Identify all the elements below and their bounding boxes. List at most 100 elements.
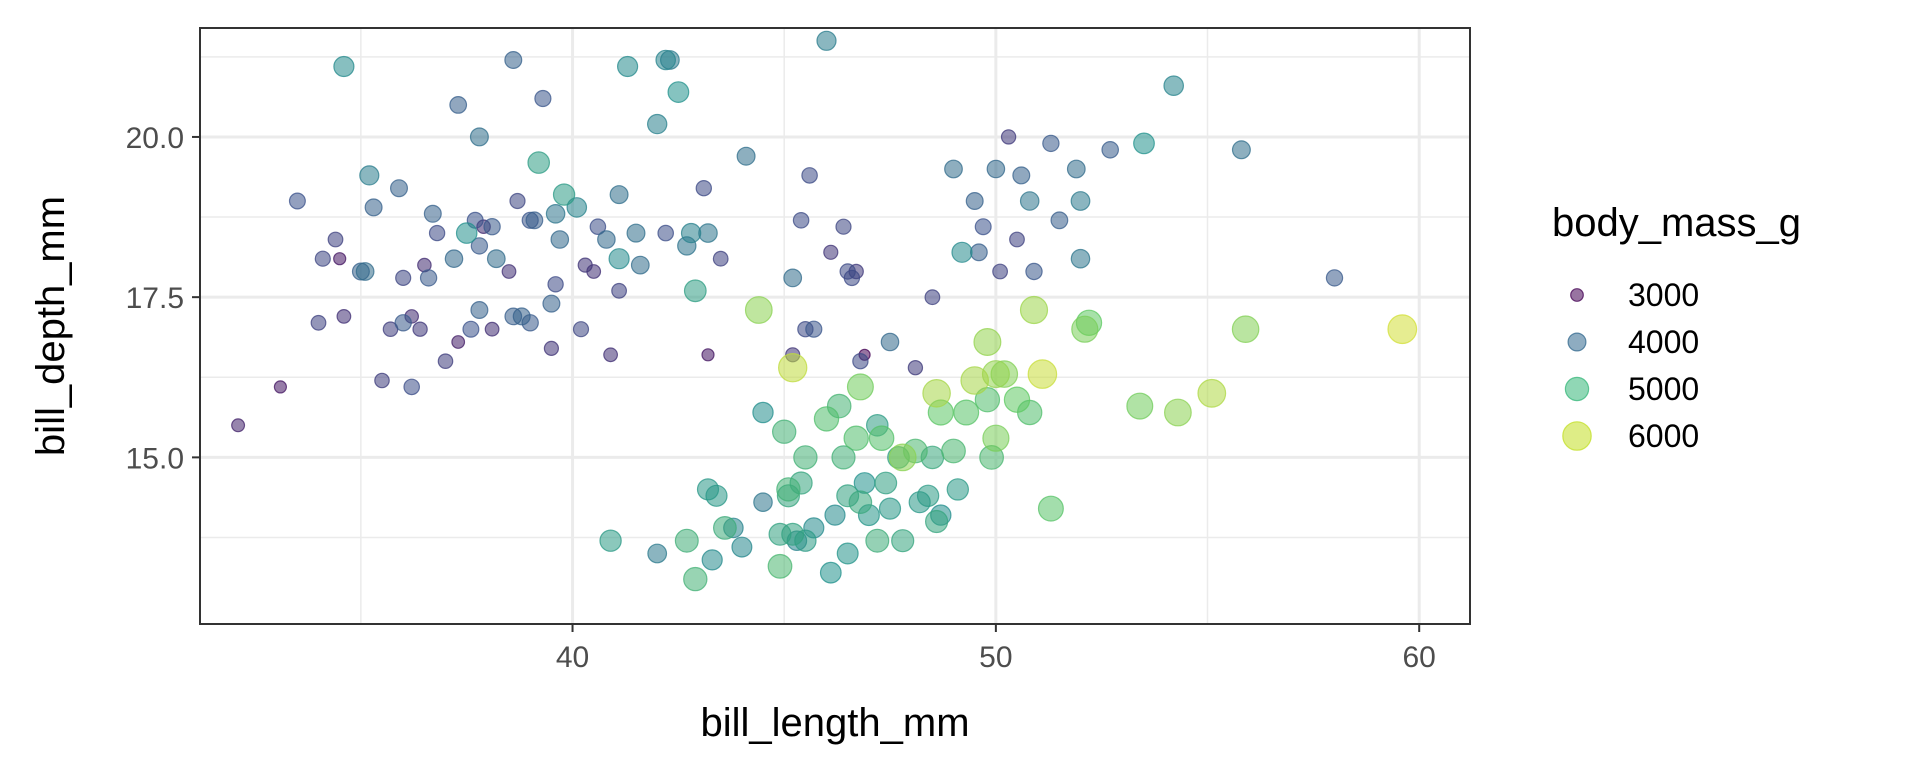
data-point <box>731 536 753 558</box>
data-point <box>744 296 773 324</box>
data-point <box>444 249 464 269</box>
data-point <box>1009 231 1025 248</box>
data-point <box>647 113 668 135</box>
data-point <box>1071 315 1099 343</box>
data-point <box>982 424 1010 452</box>
data-point <box>843 269 861 287</box>
legend-key <box>1570 288 1584 302</box>
legend: body_mass_g 3000 4000 5000 6000 <box>1552 201 1801 454</box>
data-point <box>713 516 737 540</box>
data-point <box>953 399 980 426</box>
data-point <box>543 340 560 356</box>
data-point <box>801 167 818 184</box>
data-point <box>655 49 676 71</box>
data-point <box>683 566 708 592</box>
data-point <box>359 165 380 186</box>
data-point <box>767 553 793 579</box>
data-point <box>1325 269 1344 287</box>
data-point <box>589 218 607 235</box>
data-point <box>327 231 344 248</box>
data-point <box>916 484 940 507</box>
data-point <box>470 301 489 320</box>
data-point <box>577 257 593 273</box>
data-point <box>944 159 963 179</box>
data-point <box>695 179 713 197</box>
data-point <box>992 263 1008 280</box>
data-point <box>603 347 618 363</box>
data-point <box>680 222 702 244</box>
data-point <box>843 425 869 451</box>
data-point <box>772 419 797 444</box>
data-point <box>1231 140 1251 160</box>
data-point <box>310 314 327 331</box>
data-point <box>951 241 973 263</box>
x-tick-label: 60 <box>1403 641 1436 674</box>
data-point <box>835 218 852 235</box>
data-point <box>705 484 728 507</box>
data-point <box>793 445 818 470</box>
data-point <box>868 425 895 451</box>
data-point <box>1126 392 1154 420</box>
data-point <box>403 378 420 396</box>
data-point <box>974 218 992 236</box>
data-point <box>437 353 454 369</box>
data-point <box>974 387 1001 413</box>
data-point <box>449 95 468 114</box>
data-point <box>451 335 466 349</box>
data-point <box>907 360 924 376</box>
data-point <box>922 378 951 408</box>
legend-key <box>1562 421 1592 451</box>
data-point <box>1037 495 1064 522</box>
data-point <box>504 50 523 69</box>
data-point <box>819 561 842 584</box>
data-point <box>701 348 715 362</box>
data-point <box>1000 129 1017 145</box>
data-point <box>783 268 803 288</box>
data-point <box>611 282 627 299</box>
data-point <box>1042 134 1060 153</box>
data-point <box>667 81 690 103</box>
data-point <box>846 373 874 401</box>
data-point <box>364 198 383 217</box>
data-point <box>314 250 331 267</box>
data-point <box>599 529 622 552</box>
data-point <box>1019 295 1049 325</box>
data-point <box>547 276 564 293</box>
data-point <box>792 212 810 229</box>
legend-label: 6000 <box>1628 418 1699 454</box>
data-point <box>1133 132 1155 155</box>
data-point <box>1019 191 1040 211</box>
y-axis-title: bill_depth_mm <box>29 196 73 456</box>
legend-label: 5000 <box>1628 371 1699 407</box>
data-point <box>462 320 480 338</box>
data-point <box>390 179 409 198</box>
plot-panel-border <box>199 27 1471 625</box>
data-point <box>960 366 989 395</box>
x-axis-title: bill_length_mm <box>700 701 969 745</box>
data-point <box>288 192 306 210</box>
x-tick-label: 50 <box>979 641 1012 674</box>
data-point <box>509 192 526 210</box>
y-tick-label: 20.0 <box>126 122 184 155</box>
data-point <box>698 223 718 243</box>
data-point <box>1012 166 1031 185</box>
data-point <box>824 504 846 526</box>
data-point <box>823 244 839 260</box>
data-point <box>1101 141 1119 159</box>
data-point <box>965 192 984 211</box>
data-point <box>970 243 988 262</box>
data-point <box>941 438 966 464</box>
y-tick-label: 17.5 <box>126 282 184 315</box>
data-point <box>333 55 355 78</box>
data-point <box>597 230 616 249</box>
legend-label: 3000 <box>1628 277 1699 313</box>
data-point <box>1050 211 1069 230</box>
data-point <box>484 321 500 337</box>
data-point <box>336 309 352 324</box>
data-point <box>534 89 552 108</box>
data-point <box>924 289 941 306</box>
data-point <box>674 528 699 553</box>
data-point <box>831 445 856 470</box>
